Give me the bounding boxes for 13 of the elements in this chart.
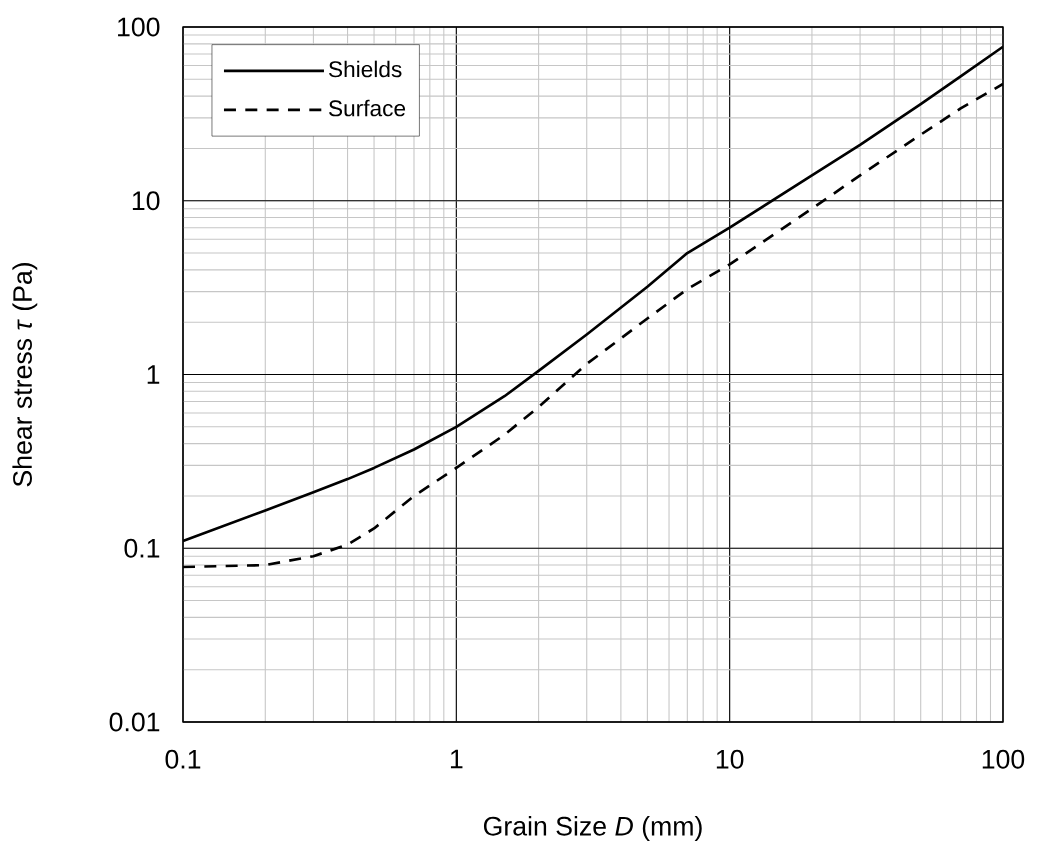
x-tick-label: 0.1 bbox=[165, 749, 201, 769]
x-axis-title: Grain Size D (mm) bbox=[483, 816, 702, 841]
y-tick-label: 0.01 bbox=[109, 712, 160, 732]
x-tick-label: 10 bbox=[716, 749, 744, 769]
legend-label: Surface bbox=[328, 99, 406, 117]
y-tick-label: 10 bbox=[132, 191, 160, 211]
x-tick-label: 1 bbox=[450, 749, 463, 769]
legend-label: Shields bbox=[328, 60, 402, 78]
x-tick-label: 100 bbox=[982, 749, 1025, 769]
y-axis-title: Shear stress τ (Pa) bbox=[12, 263, 38, 487]
y-tick-label: 0.1 bbox=[124, 538, 160, 558]
y-tick-label: 100 bbox=[118, 17, 160, 37]
y-tick-label: 1 bbox=[147, 365, 160, 384]
